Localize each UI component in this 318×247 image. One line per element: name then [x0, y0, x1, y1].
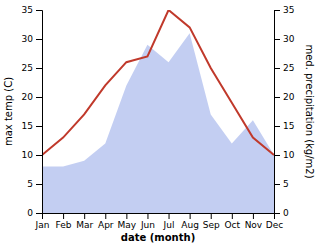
plot: JanFebMarAprMayJunJulAugSepOctNovDec0510… — [3, 5, 315, 243]
y-tick-mark — [36, 184, 42, 185]
x-tick-label: Jan — [35, 220, 50, 230]
axis-domain — [43, 214, 275, 220]
y2-tick: 0 — [274, 208, 289, 218]
y2-tick: 35 — [274, 5, 294, 15]
y-axis: 0 5 10 15 20 25 30 35 — [22, 5, 43, 218]
y2-tick-mark — [274, 10, 280, 11]
x-tick-mark — [126, 213, 127, 219]
chart: JanFebMarAprMayJunJulAugSepOctNovDec0510… — [0, 0, 318, 247]
y-tick-label: 25 — [22, 63, 33, 73]
y-tick: 35 — [22, 5, 42, 15]
y-tick-label: 35 — [22, 5, 33, 15]
x-tick: Apr — [98, 213, 114, 230]
y-tick: 30 — [22, 34, 42, 44]
y-tick-mark — [36, 68, 42, 69]
x-tick-mark — [169, 213, 170, 219]
y-tick-label: 20 — [22, 92, 34, 102]
y-axis-title: max temp (C) — [3, 77, 14, 146]
x-tick: Oct — [225, 213, 241, 230]
x-tick: Jun — [140, 213, 155, 230]
y2-tick-label: 10 — [283, 150, 295, 160]
y-tick-label: 30 — [22, 34, 34, 44]
y2-tick-label: 30 — [283, 34, 295, 44]
x-tick: Sep — [203, 213, 220, 230]
x-tick-label: Jul — [163, 220, 175, 230]
x-tick-label: Aug — [181, 220, 199, 230]
y2-tick-label: 20 — [283, 92, 295, 102]
y2-tick: 10 — [274, 150, 295, 160]
x-tick: May — [118, 213, 137, 230]
y2-tick-label: 5 — [283, 179, 289, 189]
y-tick: 5 — [27, 179, 42, 189]
y-tick-label: 15 — [22, 121, 33, 131]
y2-tick-label: 0 — [283, 208, 289, 218]
y2-axis: 0 5 10 15 20 25 30 35 — [274, 5, 295, 218]
y2-tick-mark — [274, 68, 280, 69]
x-tick-label: Apr — [98, 220, 114, 230]
x-tick-mark — [211, 213, 212, 219]
temp-line — [42, 10, 274, 155]
x-tick-mark — [84, 213, 85, 219]
axis-domain — [275, 11, 281, 214]
y-tick: 25 — [22, 63, 42, 73]
y-tick-mark — [36, 155, 42, 156]
y-tick: 0 — [27, 208, 42, 218]
x-tick-label: Sep — [203, 220, 220, 230]
x-tick-label: Oct — [225, 220, 241, 230]
x-tick-label: Feb — [56, 220, 72, 230]
y-tick-mark — [36, 10, 42, 11]
y-tick-mark — [36, 97, 42, 98]
x-tick-label: Mar — [76, 220, 93, 230]
y-tick-label: 10 — [22, 150, 34, 160]
x-tick-label: May — [118, 220, 137, 230]
x-axis: Jan Feb Mar Apr MayJun Jul Aug Sep Oct NovDec — [35, 213, 284, 230]
y2-axis-title: med. precipitation (kg/m2) — [304, 44, 315, 178]
x-tick: Feb — [56, 213, 72, 230]
x-tick-mark — [232, 213, 233, 219]
marks — [42, 10, 274, 213]
y2-tick-label: 35 — [283, 5, 294, 15]
x-tick-label: Nov — [245, 220, 263, 230]
y2-tick: 30 — [274, 34, 295, 44]
y2-tick-mark — [274, 39, 280, 40]
y2-tick: 5 — [274, 179, 289, 189]
x-tick: Dec — [266, 213, 283, 230]
y2-tick-mark — [274, 213, 280, 214]
y2-tick: 25 — [274, 63, 294, 73]
y2-tick-mark — [274, 97, 280, 98]
y2-tick-label: 25 — [283, 63, 294, 73]
x-tick: Aug — [181, 213, 199, 230]
y-tick-label: 5 — [27, 179, 33, 189]
x-axis-title: date (month) — [121, 232, 195, 243]
y2-tick-mark — [274, 184, 280, 185]
y-tick-mark — [36, 39, 42, 40]
y2-tick: 15 — [274, 121, 294, 131]
x-tick: Jan — [35, 213, 50, 230]
y-tick: 10 — [22, 150, 42, 160]
x-tick: Mar — [76, 213, 93, 230]
x-tick-mark — [253, 213, 254, 219]
y-tick-label: 0 — [27, 208, 33, 218]
y-tick-mark — [36, 213, 42, 214]
y-tick-mark — [36, 126, 42, 127]
x-tick-mark — [105, 213, 106, 219]
y2-tick-mark — [274, 126, 280, 127]
x-tick: Jul — [163, 213, 175, 230]
x-tick-label: Jun — [140, 220, 155, 230]
y2-tick-mark — [274, 155, 280, 156]
y-tick: 15 — [22, 121, 42, 131]
y2-tick: 20 — [274, 92, 295, 102]
axis-domain — [36, 11, 43, 214]
y-tick: 20 — [22, 92, 42, 102]
x-tick-label: Dec — [266, 220, 283, 230]
x-tick-mark — [63, 213, 64, 219]
x-tick: Nov — [245, 213, 263, 230]
y2-tick-label: 15 — [283, 121, 294, 131]
x-tick-mark — [147, 213, 148, 219]
x-tick-mark — [190, 213, 191, 219]
